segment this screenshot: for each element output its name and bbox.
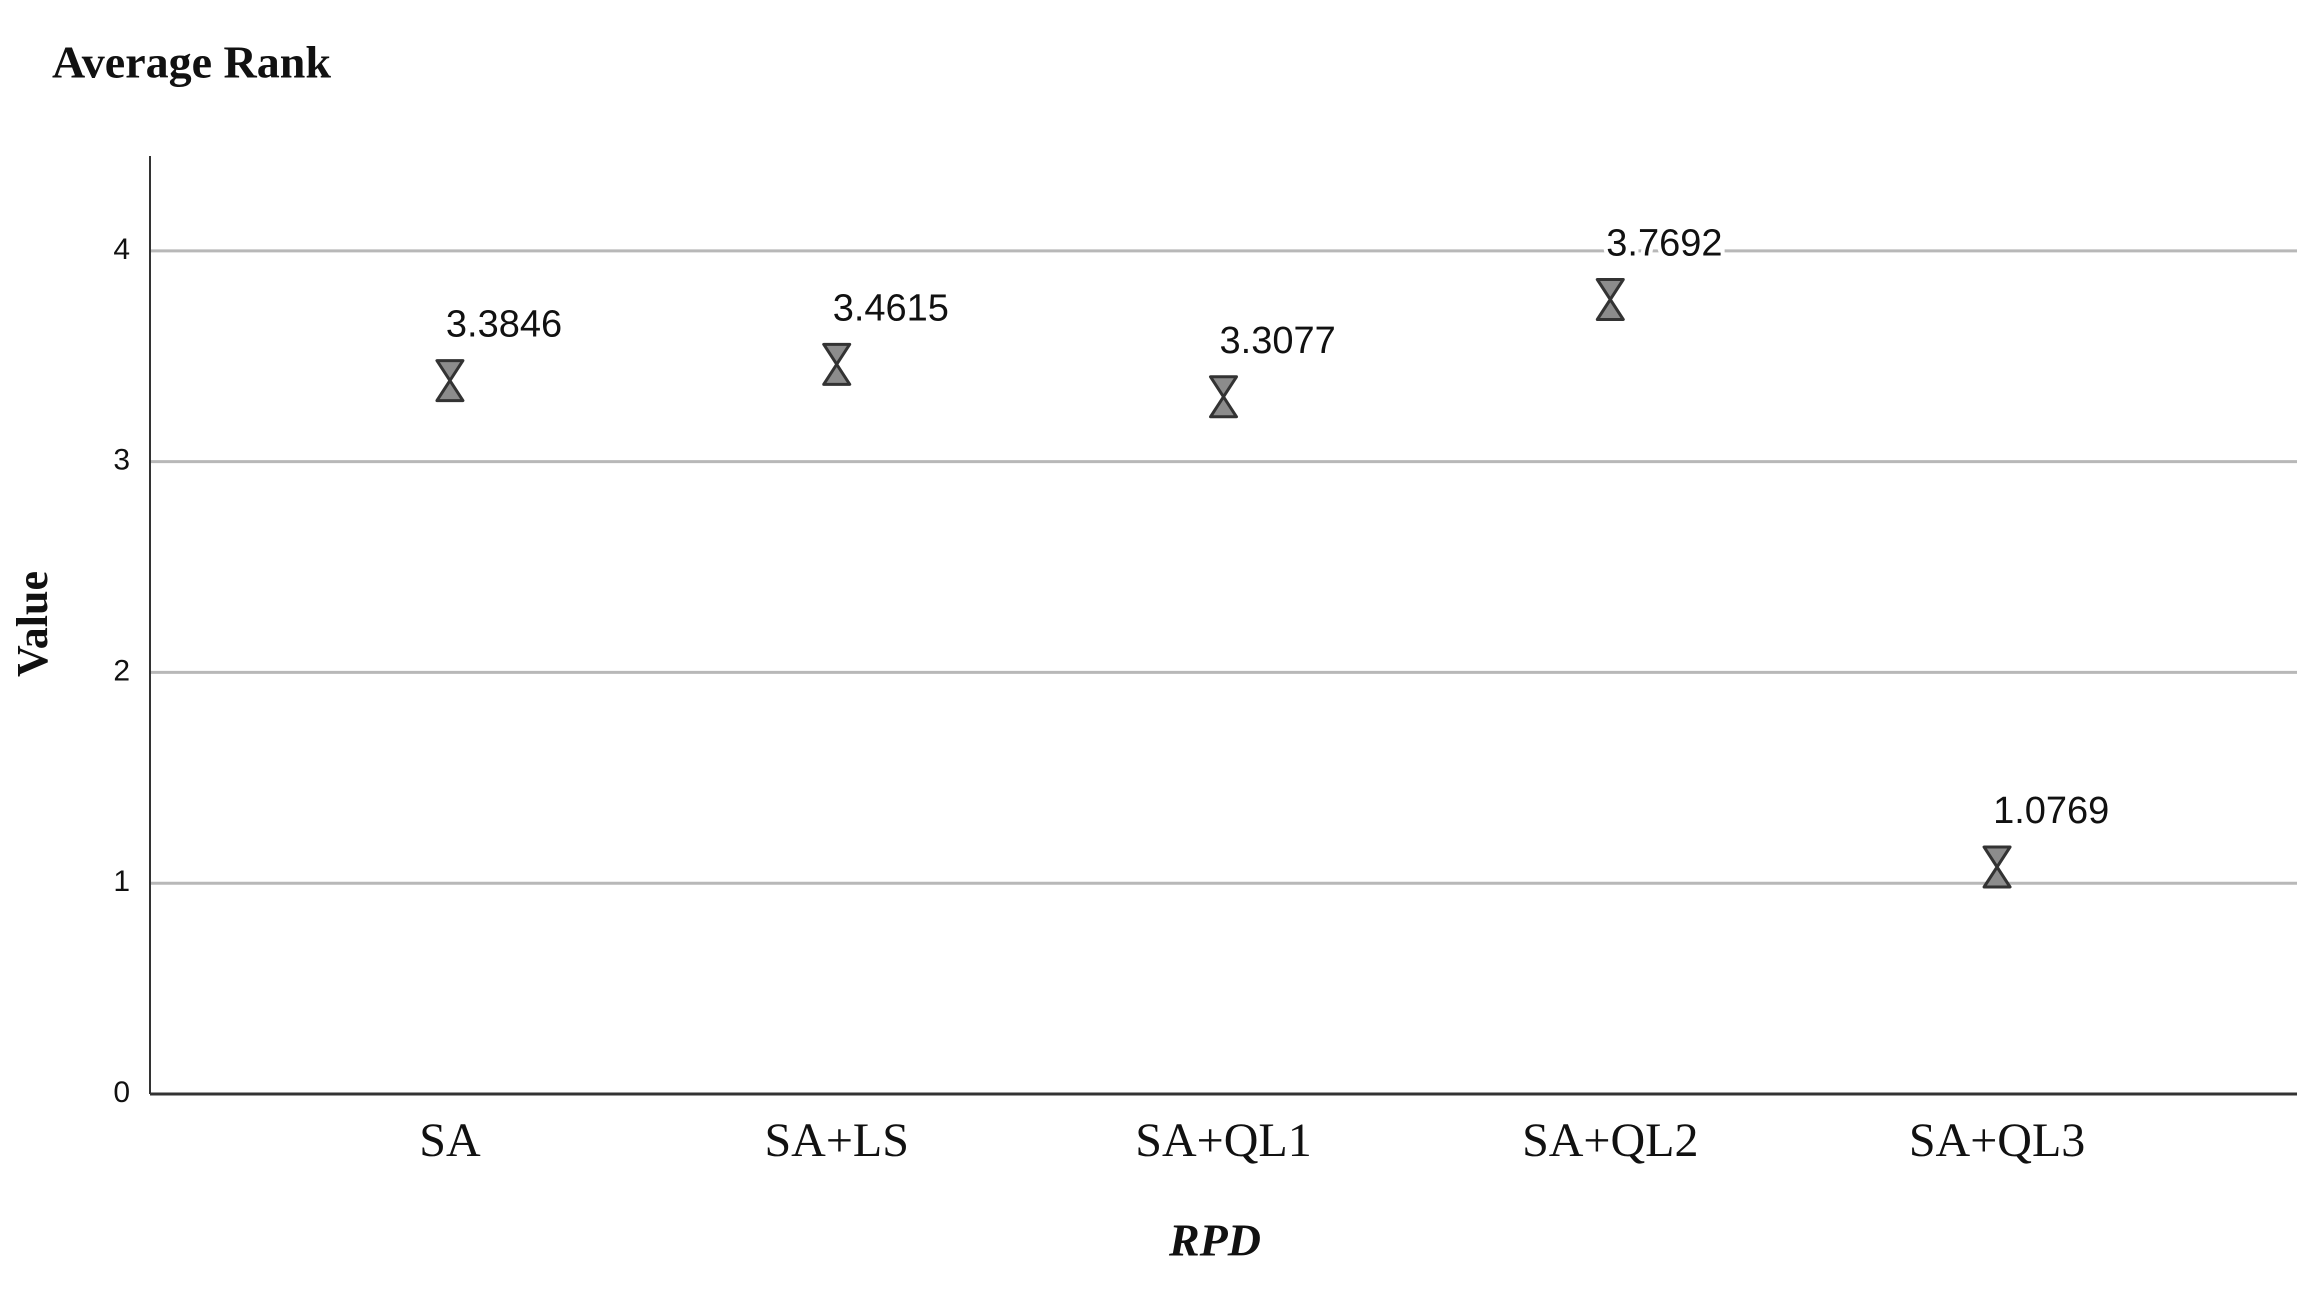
hourglass-marker — [1982, 845, 2012, 889]
y-tick-label: 2 — [113, 654, 130, 687]
y-tick-label: 1 — [113, 865, 130, 898]
x-tick-label: SA+QL2 — [1522, 1114, 1698, 1167]
y-tick-label: 4 — [113, 233, 130, 266]
x-axis-label: RPD — [1168, 1215, 1261, 1266]
value-label: 3.4615 — [833, 287, 949, 329]
value-label: 3.7692 — [1606, 223, 1722, 265]
hourglass-marker — [822, 342, 852, 386]
y-tick-label: 0 — [113, 1076, 130, 1109]
value-label: 1.0769 — [1993, 790, 2109, 832]
x-tick-label: SA+QL3 — [1909, 1114, 2085, 1167]
value-label: 3.3077 — [1220, 320, 1336, 362]
y-tick-label: 3 — [113, 444, 130, 477]
x-tick-label: SA — [419, 1114, 481, 1167]
value-label: 3.3846 — [446, 304, 562, 346]
hourglass-marker — [1595, 278, 1625, 322]
hourglass-marker — [1209, 375, 1238, 419]
x-tick-label: SA+QL1 — [1135, 1114, 1311, 1167]
chart-title: Average Rank — [52, 37, 331, 88]
y-axis-label: Value — [8, 571, 57, 677]
x-tick-label: SA+LS — [764, 1114, 908, 1167]
hourglass-marker — [435, 359, 465, 403]
